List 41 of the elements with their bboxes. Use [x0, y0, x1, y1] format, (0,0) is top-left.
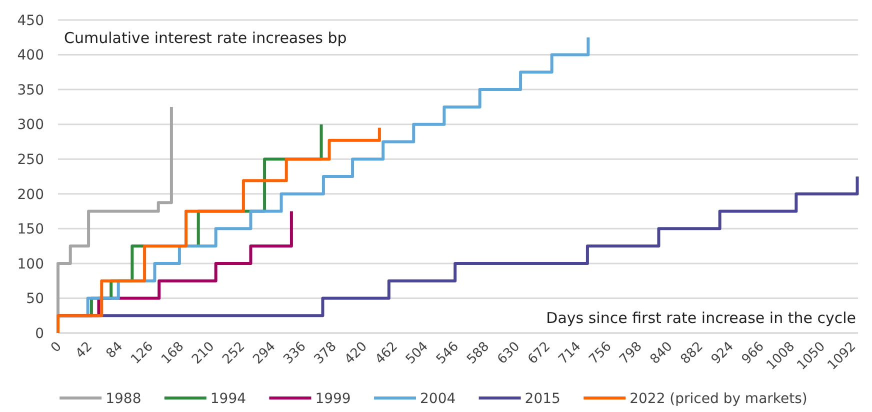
y-tick-label: 450: [17, 12, 44, 29]
x-tick-label: 924: [708, 339, 737, 368]
legend-label: 2015: [524, 390, 560, 407]
x-tick-label: 546: [434, 339, 462, 368]
legend-label: 1988: [106, 390, 142, 407]
x-tick-label: 252: [220, 339, 248, 368]
x-tick-label: 798: [617, 339, 646, 368]
x-tick-label: 504: [403, 339, 432, 368]
x-tick-label: 840: [648, 339, 676, 368]
legend-label: 2022 (priced by markets): [630, 390, 808, 407]
y-tick-label: 0: [35, 326, 44, 342]
x-tick-label: 630: [494, 339, 524, 368]
legend-label: 2004: [420, 390, 456, 407]
x-tick-label: 882: [678, 339, 706, 368]
x-tick-label: 588: [464, 339, 492, 368]
x-tick-label: 126: [128, 339, 156, 368]
x-tick-label: 84: [104, 339, 126, 362]
y-tick-label: 250: [17, 152, 44, 168]
y-axis-title: Cumulative interest rate increases bp: [64, 29, 347, 47]
y-tick-label: 100: [17, 256, 44, 272]
y-tick-label: 350: [17, 82, 44, 98]
x-tick-label: 672: [525, 339, 554, 368]
x-tick-label: 966: [739, 339, 768, 368]
x-tick-label: 0: [48, 339, 65, 356]
x-tick-label: 42: [73, 339, 96, 362]
x-axis-title: Days since first rate increase in the cycle: [546, 309, 856, 327]
x-tick-label: 336: [281, 339, 310, 368]
x-tick-label: 756: [586, 339, 615, 368]
y-tick-label: 200: [17, 186, 44, 203]
x-tick-label: 714: [556, 339, 584, 368]
x-tick-label: 210: [189, 339, 218, 368]
y-tick-label: 400: [17, 48, 44, 64]
y-tick-label: 150: [17, 222, 44, 238]
legend-label: 1999: [315, 390, 351, 407]
legend-label: 1994: [210, 390, 246, 407]
x-tick-label: 168: [158, 339, 188, 368]
y-tick-label: 50: [26, 291, 44, 308]
x-tick-label: 378: [312, 339, 340, 368]
x-tick-label: 420: [342, 339, 370, 368]
y-tick-label: 300: [17, 117, 44, 134]
x-tick-label: 462: [372, 339, 401, 368]
